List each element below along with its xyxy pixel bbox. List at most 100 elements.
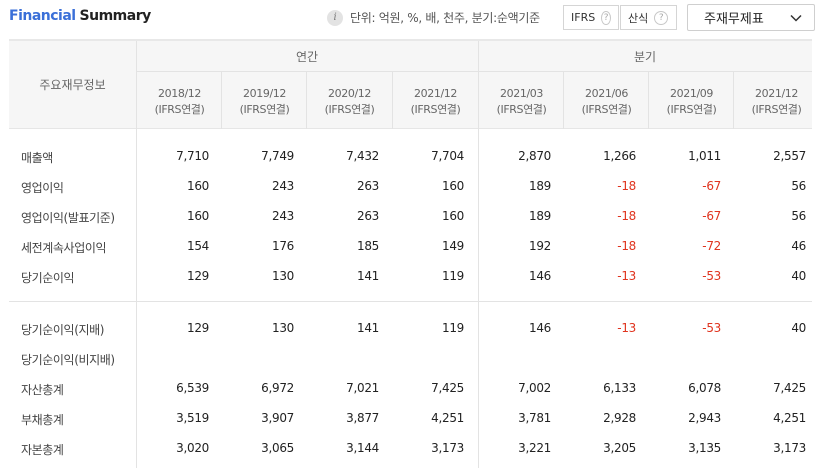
- table-cell: 3,020: [176, 441, 209, 455]
- row-label[interactable]: 영업이익(발표기준): [21, 211, 115, 225]
- table-row: 당기순이익(비지배): [9, 344, 812, 374]
- table-cell: 1,011: [688, 149, 721, 163]
- table-cell: 6,078: [688, 381, 721, 395]
- table-cell: 3,173: [431, 441, 464, 455]
- table-cell: 146: [528, 321, 551, 335]
- table-cell: 3,781: [518, 411, 551, 425]
- row-label[interactable]: 당기순이익: [21, 271, 75, 285]
- formula-toggle[interactable]: 산식 ?: [620, 5, 677, 30]
- table-row: 매출액 7,710 7,749 7,432 7,704 2,870 1,266 1,011 2,…: [9, 142, 812, 172]
- table-cell: 3,877: [346, 411, 379, 425]
- table-cell: -67: [702, 179, 721, 193]
- row-label[interactable]: 세전계속사업이익: [21, 241, 107, 255]
- table-row: 당기순이익 129 130 141 119 146 -13 -53 40: [9, 262, 812, 292]
- table-cell: 3,519: [176, 411, 209, 425]
- group-quarter: 분기: [633, 50, 657, 64]
- period-divider: [563, 72, 564, 129]
- table-cell: 1,266: [603, 149, 636, 163]
- table-cell: 192: [528, 239, 551, 253]
- period-header: 2021/09 (IFRS연결): [666, 87, 717, 116]
- table-row: 세전계속사업이익 154 176 185 149 192 -18 -72 46: [9, 232, 812, 262]
- period-header: 2019/12 (IFRS연결): [239, 87, 290, 116]
- table-cell: 160: [441, 209, 464, 223]
- ifrs-help-icon[interactable]: ?: [601, 10, 611, 25]
- unit-info: i 단위: 억원, %, 배, 천주, 분기:순액기준: [327, 9, 540, 26]
- statement-select[interactable]: 주재무제표: [687, 4, 815, 31]
- table-cell: 185: [356, 239, 379, 253]
- table-cell: 3,907: [261, 411, 294, 425]
- row-label[interactable]: 부채총계: [21, 413, 64, 427]
- ifrs-toggle[interactable]: IFRS ?: [563, 5, 619, 30]
- table-cell: 3,173: [773, 441, 806, 455]
- table-cell: 40: [791, 321, 806, 335]
- table-cell: 154: [186, 239, 209, 253]
- table-cell: 149: [441, 239, 464, 253]
- period-header: 2021/12 (IFRS연결): [410, 87, 461, 116]
- table-cell: 6,972: [261, 381, 294, 395]
- period-divider: [392, 72, 393, 129]
- table-cell: 3,135: [688, 441, 721, 455]
- period-divider: [306, 72, 307, 129]
- row-label[interactable]: 당기순이익(지배): [21, 323, 105, 337]
- table-cell: -13: [617, 321, 636, 335]
- table-cell: 243: [271, 179, 294, 193]
- table-cell: 189: [528, 209, 551, 223]
- table-row: 영업이익(발표기준) 160 243 263 160 189 -18 -67 56: [9, 202, 812, 232]
- table-cell: 189: [528, 179, 551, 193]
- group-annual: 연간: [295, 50, 319, 64]
- statement-select-value: 주재무제표: [704, 12, 764, 27]
- formula-label: 산식: [628, 11, 649, 25]
- period-divider: [733, 72, 734, 129]
- table-cell: -18: [617, 179, 636, 193]
- table-cell: 56: [791, 209, 806, 223]
- row-label[interactable]: 매출액: [21, 151, 53, 165]
- info-icon[interactable]: i: [327, 9, 343, 26]
- table-cell: 3,221: [518, 441, 551, 455]
- table-cell: 263: [356, 209, 379, 223]
- table-row: 영업이익 160 243 263 160 189 -18 -67 56: [9, 172, 812, 202]
- unit-text: 단위: 억원, %, 배, 천주, 분기:순액기준: [350, 11, 540, 25]
- table-cell: 7,425: [431, 381, 464, 395]
- table-cell: 176: [271, 239, 294, 253]
- table-cell: 56: [791, 179, 806, 193]
- table-row: 부채총계 3,519 3,907 3,877 4,251 3,781 2,928 2,943 4…: [9, 404, 812, 434]
- table-cell: -13: [617, 269, 636, 283]
- title-summary: Summary: [79, 8, 152, 24]
- table-cell: 130: [271, 321, 294, 335]
- table-cell: 7,710: [176, 149, 209, 163]
- table-cell: 3,205: [603, 441, 636, 455]
- chevron-down-icon: [790, 14, 802, 22]
- row-label[interactable]: 당기순이익(비지배): [21, 353, 115, 367]
- row-label[interactable]: 자산총계: [21, 383, 64, 397]
- table-cell: 6,539: [176, 381, 209, 395]
- period-divider: [221, 72, 222, 129]
- table-cell: 243: [271, 209, 294, 223]
- period-header: 2021/06 (IFRS연결): [581, 87, 632, 116]
- table-cell: 40: [791, 269, 806, 283]
- table-row: 자본총계 3,020 3,065 3,144 3,173 3,221 3,205 3,135 3…: [9, 434, 812, 464]
- row-label[interactable]: 영업이익: [21, 181, 64, 195]
- table-cell: 7,425: [773, 381, 806, 395]
- table-cell: -72: [702, 239, 721, 253]
- table-cell: 4,251: [431, 411, 464, 425]
- row-label[interactable]: 자본총계: [21, 443, 64, 457]
- table-cell: 146: [528, 269, 551, 283]
- table-cell: 130: [271, 269, 294, 283]
- table-cell: 46: [791, 239, 806, 253]
- formula-help-icon[interactable]: ?: [654, 10, 669, 25]
- financial-summary-table: 주요재무정보 연간 분기 2018/12 (IFRS연결) 2019/12 (IFR…: [9, 39, 812, 468]
- corner-label: 주요재무정보: [39, 78, 106, 92]
- annual-quarter-divider: [478, 41, 479, 468]
- table-cell: 7,749: [261, 149, 294, 163]
- table-cell: 141: [356, 269, 379, 283]
- table-cell: 2,870: [518, 149, 551, 163]
- table-cell: 129: [186, 269, 209, 283]
- table-cell: -18: [617, 209, 636, 223]
- table-cell: 7,021: [346, 381, 379, 395]
- table-cell: 119: [441, 269, 464, 283]
- label-column-divider: [136, 41, 137, 468]
- table-cell: 4,251: [773, 411, 806, 425]
- period-header: 2021/12 (IFRS연결): [751, 87, 802, 116]
- section-divider: [9, 301, 812, 302]
- table-cell: 129: [186, 321, 209, 335]
